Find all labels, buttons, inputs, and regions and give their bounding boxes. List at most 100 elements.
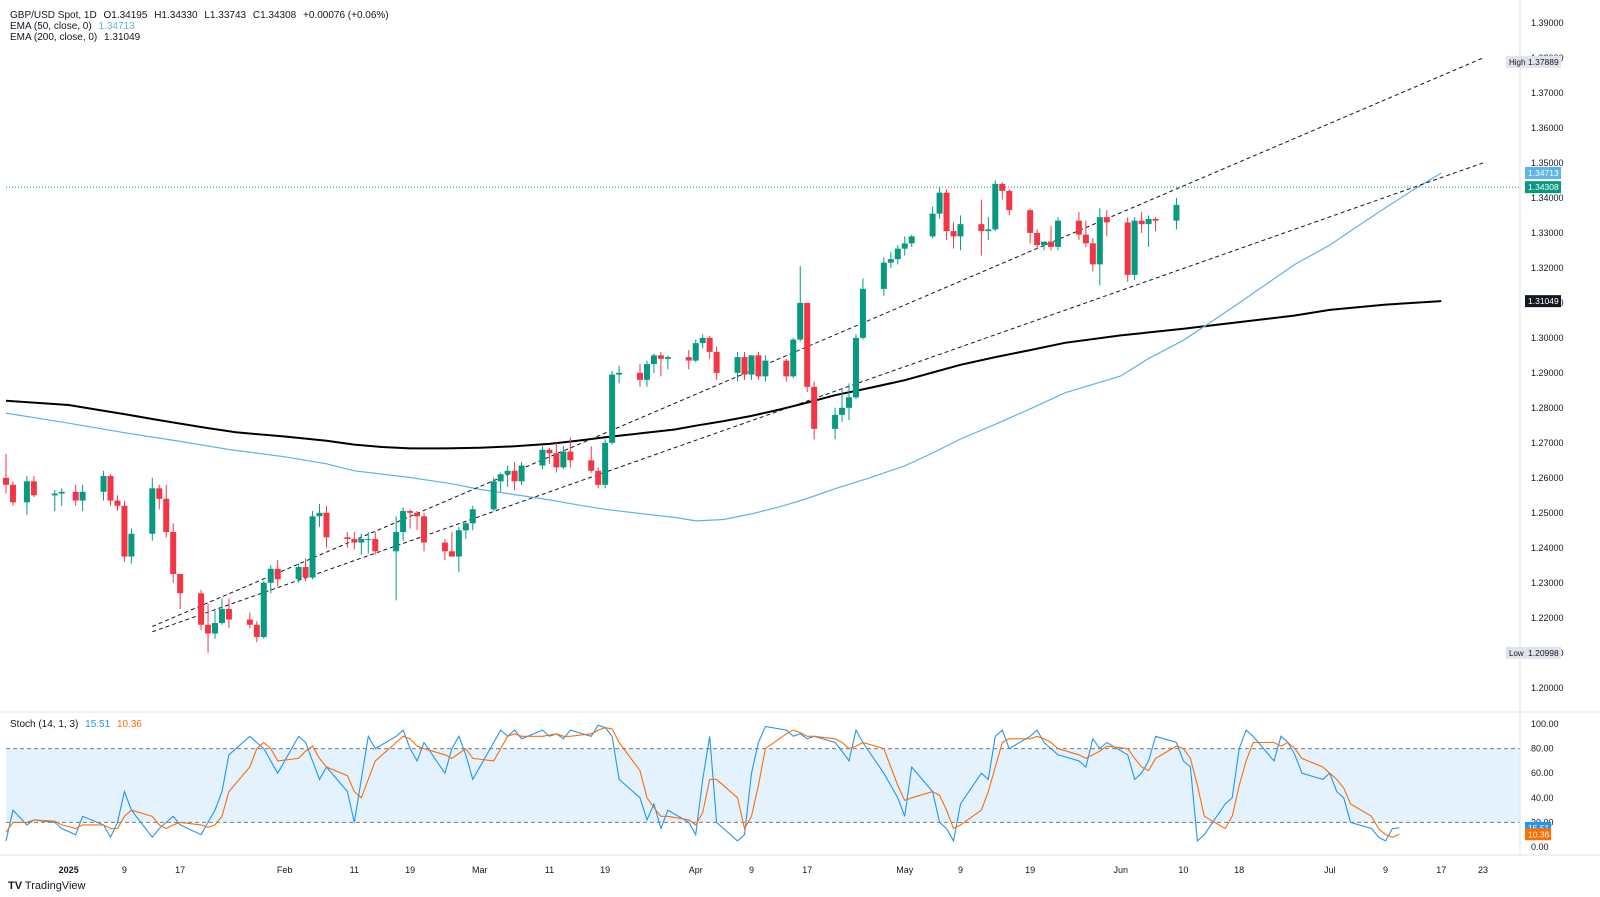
price-tag-caption: High bbox=[1509, 58, 1525, 67]
candle-body bbox=[894, 248, 901, 260]
stoch-d-value: 10.36 bbox=[116, 719, 142, 730]
candle-body bbox=[839, 407, 846, 415]
stoch-tag-value: 15.51 bbox=[1528, 823, 1550, 833]
candle-body bbox=[295, 567, 302, 580]
x-tick-label: 17 bbox=[175, 865, 185, 875]
candle-body bbox=[734, 357, 741, 373]
x-tick-label: 11 bbox=[350, 865, 359, 875]
candle-body bbox=[553, 453, 560, 468]
candle-body bbox=[358, 539, 365, 543]
candle-body bbox=[685, 357, 692, 361]
low-value: L1.33743 bbox=[204, 10, 247, 21]
candle-body bbox=[699, 337, 706, 344]
x-tick-label: 19 bbox=[600, 865, 610, 875]
candle-body bbox=[1173, 204, 1180, 221]
candle-body bbox=[1096, 217, 1103, 265]
candle-body bbox=[657, 355, 664, 359]
candle-body bbox=[23, 481, 30, 503]
candle-body bbox=[302, 567, 309, 578]
price-tag-value: 1.20998 bbox=[1528, 648, 1559, 658]
candle-body bbox=[609, 374, 616, 443]
y-tick-label: 1.39000 bbox=[1531, 18, 1564, 28]
candle-body bbox=[790, 339, 797, 377]
candle-body bbox=[114, 500, 121, 506]
candle-body bbox=[1048, 241, 1055, 247]
candle-body bbox=[3, 477, 9, 485]
candle-body bbox=[950, 231, 957, 237]
open-value: O1.34195 bbox=[103, 10, 148, 21]
candle-body bbox=[1145, 218, 1152, 225]
candle-body bbox=[156, 488, 163, 499]
candle-body bbox=[246, 619, 253, 625]
stoch-d-line bbox=[5, 727, 1400, 838]
stoch-tag-value: 10.36 bbox=[1528, 829, 1550, 839]
candle-body bbox=[100, 476, 107, 492]
price-tag-caption-bg bbox=[1506, 646, 1525, 659]
candle-body bbox=[985, 229, 992, 232]
candle-body bbox=[518, 465, 525, 482]
candle-body bbox=[643, 364, 650, 380]
candle-body bbox=[546, 449, 553, 454]
candle-body bbox=[344, 537, 351, 540]
ema200-label: EMA (200, close, 0) bbox=[10, 32, 98, 43]
ema50-line bbox=[5, 172, 1442, 522]
candle-body bbox=[692, 343, 699, 361]
y-tick-label: 1.35000 bbox=[1531, 158, 1564, 168]
candle-body bbox=[225, 609, 232, 620]
x-tick-label: 19 bbox=[1025, 865, 1035, 875]
candle-body bbox=[880, 262, 887, 289]
candle-body bbox=[1006, 190, 1013, 211]
price-tag-caption: Low bbox=[1509, 649, 1524, 658]
stoch-tick-label: 100.00 bbox=[1531, 719, 1559, 729]
ema50-value: 1.34713 bbox=[98, 21, 135, 32]
candle-body bbox=[1034, 232, 1041, 246]
x-tick-label: Apr bbox=[689, 865, 703, 875]
candle-body bbox=[595, 470, 602, 485]
y-tick-label: 1.27000 bbox=[1531, 438, 1564, 448]
trendline bbox=[152, 162, 1484, 633]
candle-body bbox=[149, 488, 156, 534]
price-tag-value: 1.34308 bbox=[1528, 182, 1559, 192]
candle-body bbox=[504, 470, 511, 475]
price-tag-caption-bg bbox=[1506, 55, 1525, 68]
candle-body bbox=[351, 539, 358, 543]
x-tick-label: Jun bbox=[1113, 865, 1128, 875]
candle-body bbox=[999, 183, 1006, 191]
candle-body bbox=[58, 491, 65, 494]
candle-body bbox=[1055, 220, 1062, 247]
candle-body bbox=[121, 505, 128, 557]
candle-body bbox=[1075, 220, 1082, 235]
candle-body bbox=[943, 192, 950, 232]
candle-body bbox=[887, 259, 894, 263]
candle-body bbox=[1103, 217, 1110, 223]
candle-body bbox=[323, 512, 330, 538]
price-tag-value: 1.31049 bbox=[1528, 296, 1559, 306]
stoch-tick-label: 40.00 bbox=[1531, 793, 1554, 803]
candle-body bbox=[741, 357, 748, 375]
candle-body bbox=[107, 476, 114, 501]
stoch-tag-bg bbox=[1525, 828, 1551, 841]
candle-body bbox=[811, 386, 818, 429]
candle-body bbox=[908, 236, 915, 244]
price-tag-value: 1.34713 bbox=[1528, 168, 1559, 178]
candle-body bbox=[170, 532, 177, 575]
x-tick-label: 9 bbox=[749, 865, 754, 875]
candle-body bbox=[316, 512, 323, 517]
candle-body bbox=[1138, 220, 1145, 225]
x-tick-label: 9 bbox=[958, 865, 963, 875]
candle-body bbox=[859, 288, 866, 338]
candle-body bbox=[957, 224, 964, 237]
candle-body bbox=[616, 372, 623, 375]
candle-body bbox=[797, 302, 804, 340]
x-tick-label: 2025 bbox=[59, 865, 79, 875]
candle-body bbox=[267, 568, 274, 583]
x-tick-label: 11 bbox=[545, 865, 554, 875]
candle-body bbox=[205, 624, 212, 634]
stoch-k-value: 15.51 bbox=[85, 719, 111, 730]
candle-body bbox=[253, 624, 260, 638]
candle-body bbox=[51, 493, 58, 496]
tradingview-logo[interactable]: TV TradingView bbox=[8, 880, 86, 892]
candle-body bbox=[407, 511, 414, 513]
candle-body bbox=[177, 574, 184, 594]
